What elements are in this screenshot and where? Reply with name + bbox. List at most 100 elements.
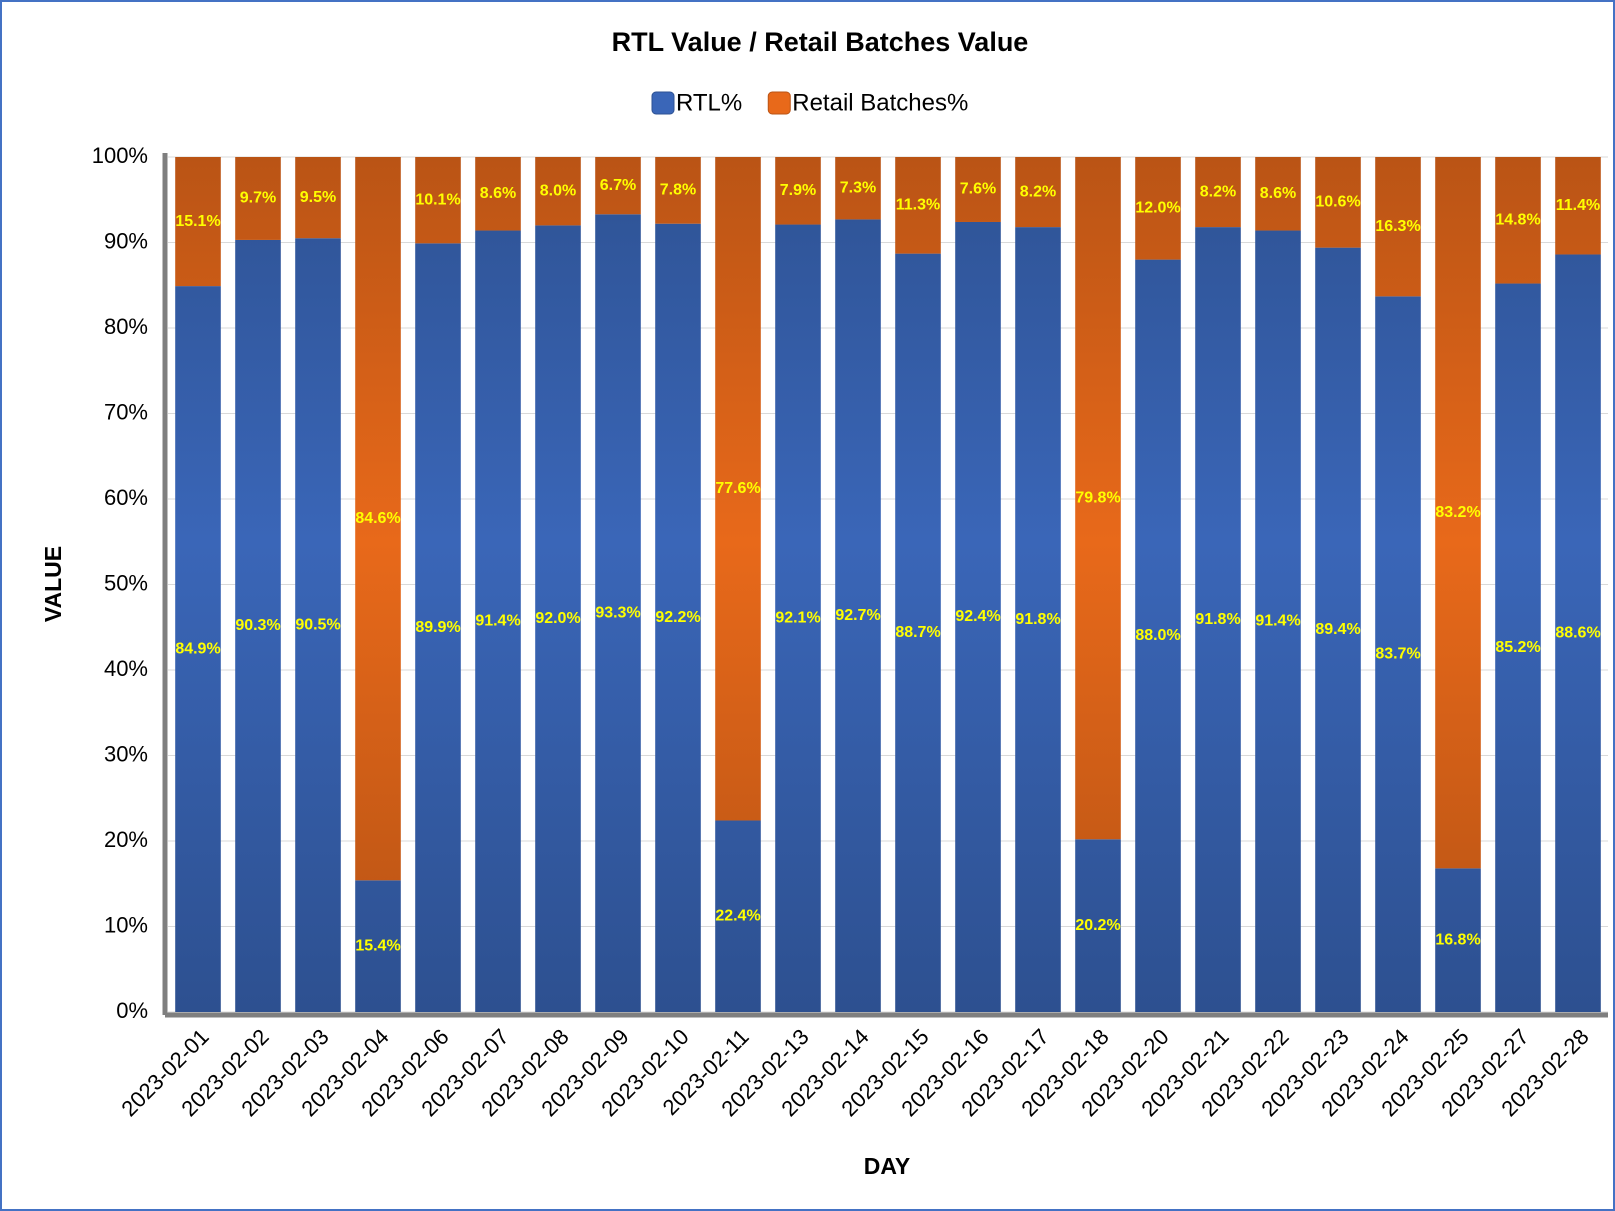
bar-segment [355, 157, 401, 881]
bar-segment [1375, 157, 1421, 297]
bar-segment [295, 157, 341, 239]
data-label: 8.6% [480, 185, 516, 202]
data-label: 92.1% [775, 609, 820, 626]
data-label: 93.3% [595, 604, 640, 621]
data-label: 22.4% [715, 907, 760, 924]
y-tick-label: 60% [104, 485, 148, 510]
data-label: 8.2% [1200, 183, 1236, 200]
data-label: 89.9% [415, 619, 460, 636]
data-label: 90.3% [235, 617, 280, 634]
bar-segment [655, 223, 701, 1012]
data-label: 10.1% [415, 191, 460, 208]
data-label: 11.3% [896, 197, 940, 214]
data-label: 90.5% [295, 616, 340, 633]
bar-segment [955, 221, 1001, 1013]
legend-marker [651, 91, 675, 115]
data-label: 83.7% [1375, 645, 1420, 662]
y-tick-label: 20% [104, 827, 148, 852]
bar-segment [1135, 157, 1181, 260]
bar-segment [1495, 157, 1541, 284]
legend-label: RTL% [676, 89, 742, 116]
data-label: 88.6% [1555, 624, 1600, 641]
data-label: 88.7% [895, 624, 940, 641]
data-label: 92.7% [835, 607, 880, 624]
chart-title: RTL Value / Retail Batches Value [612, 27, 1029, 57]
data-label: 6.7% [600, 177, 636, 194]
bar-segment [835, 219, 881, 1013]
data-label: 92.0% [535, 610, 580, 627]
data-label: 9.7% [240, 190, 276, 207]
bar-segment [715, 157, 761, 821]
data-label: 91.8% [1015, 611, 1060, 628]
data-label: 11.4% [1556, 197, 1600, 214]
data-label: 20.2% [1075, 917, 1120, 934]
data-label: 77.6% [715, 480, 760, 497]
bar-segment [775, 157, 821, 225]
y-tick-label: 90% [104, 228, 148, 253]
bar-segment [1075, 839, 1121, 1012]
data-label: 8.2% [1020, 183, 1056, 200]
bar-segment [415, 157, 461, 244]
data-label: 8.0% [540, 182, 576, 199]
x-axis-label: DAY [864, 1153, 910, 1179]
bar-segment [775, 224, 821, 1013]
bar-segment [835, 157, 881, 220]
data-label: 79.8% [1075, 489, 1120, 506]
bar-segment [535, 225, 581, 1012]
data-label: 85.2% [1495, 639, 1540, 656]
data-label: 88.0% [1135, 627, 1180, 644]
y-tick-label: 0% [116, 998, 148, 1023]
bar-segment [475, 157, 521, 231]
bar-segment [1315, 247, 1361, 1012]
data-label: 9.5% [300, 189, 336, 206]
bar-segment [235, 157, 281, 240]
bar-segment [235, 239, 281, 1012]
data-label: 8.6% [1260, 185, 1296, 202]
data-label: 91.8% [1195, 611, 1240, 628]
bar-segment [955, 157, 1001, 222]
bar-segment [1255, 230, 1301, 1012]
data-label: 15.1% [175, 213, 220, 230]
bar-segment [1555, 157, 1601, 255]
data-label: 84.6% [355, 510, 400, 527]
bar-segment [175, 157, 221, 287]
bar-segment [1255, 157, 1301, 231]
y-tick-label: 100% [92, 143, 148, 168]
bar-segment [355, 880, 401, 1012]
y-tick-label: 10% [104, 912, 148, 937]
data-label: 92.2% [655, 609, 700, 626]
bar-segment [535, 157, 581, 226]
bar-segment [595, 157, 641, 215]
y-axis-label: VALUE [40, 546, 66, 622]
data-label: 15.4% [355, 937, 400, 954]
data-label: 89.4% [1315, 621, 1360, 638]
data-label: 91.4% [475, 612, 520, 629]
bar-segment [175, 286, 221, 1013]
bar-segment [1135, 259, 1181, 1013]
bar-segment [295, 238, 341, 1013]
data-label: 16.3% [1375, 218, 1420, 235]
bar-segment [655, 157, 701, 224]
bar-segment [1435, 868, 1481, 1012]
bar-segment [1195, 157, 1241, 228]
bar-segment [1195, 227, 1241, 1013]
data-label: 7.6% [960, 181, 996, 198]
y-tick-label: 70% [104, 399, 148, 424]
bar-segment [475, 230, 521, 1012]
bar-segment [1015, 157, 1061, 228]
data-label: 12.0% [1135, 200, 1180, 217]
y-tick-label: 80% [104, 314, 148, 339]
y-tick-label: 50% [104, 570, 148, 595]
bar-segment [1555, 254, 1601, 1013]
legend-marker [767, 91, 791, 115]
bar-segment [715, 820, 761, 1012]
bar-segment [595, 214, 641, 1012]
y-tick-label: 30% [104, 741, 148, 766]
legend-label: Retail Batches% [792, 89, 968, 116]
data-label: 16.8% [1435, 931, 1480, 948]
data-label: 7.8% [660, 182, 696, 199]
bar-segment [1075, 157, 1121, 840]
bar-segment [895, 157, 941, 254]
bar-segment [1495, 283, 1541, 1012]
